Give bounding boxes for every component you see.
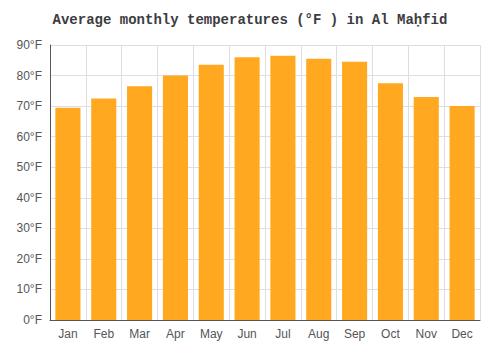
svg-text:Jul: Jul bbox=[275, 327, 290, 341]
svg-text:90°F: 90°F bbox=[17, 38, 42, 52]
svg-text:10°F: 10°F bbox=[17, 282, 42, 296]
svg-text:Feb: Feb bbox=[93, 327, 114, 341]
svg-text:80°F: 80°F bbox=[17, 69, 42, 83]
svg-text:60°F: 60°F bbox=[17, 130, 42, 144]
svg-text:Nov: Nov bbox=[416, 327, 437, 341]
svg-text:20°F: 20°F bbox=[17, 252, 42, 266]
svg-text:Average monthly temperatures (: Average monthly temperatures (°F ) in Al… bbox=[53, 12, 448, 28]
svg-text:50°F: 50°F bbox=[17, 160, 42, 174]
svg-text:Sep: Sep bbox=[344, 327, 366, 341]
svg-text:30°F: 30°F bbox=[17, 221, 42, 235]
svg-text:70°F: 70°F bbox=[17, 99, 42, 113]
svg-text:Apr: Apr bbox=[166, 327, 185, 341]
svg-text:Jan: Jan bbox=[58, 327, 77, 341]
svg-text:Mar: Mar bbox=[129, 327, 150, 341]
svg-text:Aug: Aug bbox=[308, 327, 329, 341]
svg-text:May: May bbox=[200, 327, 223, 341]
svg-text:40°F: 40°F bbox=[17, 191, 42, 205]
svg-text:0°F: 0°F bbox=[23, 313, 42, 327]
svg-text:Oct: Oct bbox=[381, 327, 400, 341]
svg-text:Dec: Dec bbox=[451, 327, 472, 341]
svg-text:Jun: Jun bbox=[237, 327, 256, 341]
